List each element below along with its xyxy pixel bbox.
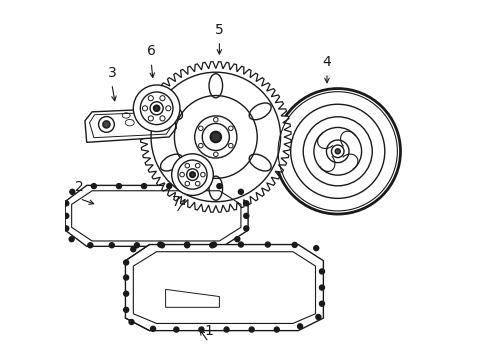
Circle shape bbox=[313, 246, 318, 251]
Text: 1: 1 bbox=[204, 324, 213, 338]
Circle shape bbox=[297, 324, 302, 329]
Circle shape bbox=[274, 89, 400, 214]
Circle shape bbox=[265, 242, 270, 247]
Circle shape bbox=[244, 213, 248, 219]
Circle shape bbox=[70, 189, 75, 194]
Circle shape bbox=[249, 327, 254, 332]
Circle shape bbox=[315, 315, 320, 319]
Circle shape bbox=[319, 269, 324, 274]
Circle shape bbox=[174, 327, 179, 332]
Circle shape bbox=[190, 172, 195, 177]
Circle shape bbox=[109, 243, 114, 248]
Circle shape bbox=[63, 226, 69, 231]
Circle shape bbox=[63, 201, 69, 206]
Text: 5: 5 bbox=[215, 23, 224, 37]
Polygon shape bbox=[140, 62, 290, 212]
Circle shape bbox=[319, 301, 324, 306]
Circle shape bbox=[244, 201, 248, 206]
Circle shape bbox=[184, 242, 189, 247]
Circle shape bbox=[234, 237, 239, 242]
Circle shape bbox=[210, 132, 221, 142]
Circle shape bbox=[63, 213, 69, 219]
Polygon shape bbox=[85, 108, 176, 142]
Circle shape bbox=[209, 243, 214, 248]
Text: 7: 7 bbox=[172, 195, 181, 209]
Circle shape bbox=[244, 226, 248, 231]
Circle shape bbox=[123, 291, 128, 296]
Circle shape bbox=[123, 307, 128, 312]
Circle shape bbox=[142, 184, 146, 189]
Circle shape bbox=[199, 327, 203, 332]
Circle shape bbox=[150, 326, 155, 331]
Circle shape bbox=[217, 184, 222, 189]
Text: 2: 2 bbox=[75, 180, 84, 194]
Circle shape bbox=[224, 327, 228, 332]
Circle shape bbox=[91, 184, 96, 189]
Circle shape bbox=[335, 149, 340, 154]
Text: 6: 6 bbox=[146, 44, 155, 58]
Circle shape bbox=[69, 237, 74, 242]
Circle shape bbox=[154, 105, 159, 111]
Circle shape bbox=[211, 242, 216, 247]
Circle shape bbox=[134, 243, 139, 248]
Circle shape bbox=[133, 85, 180, 132]
Circle shape bbox=[292, 242, 297, 247]
Polygon shape bbox=[65, 185, 247, 246]
Circle shape bbox=[123, 260, 128, 265]
Circle shape bbox=[238, 189, 243, 194]
Circle shape bbox=[102, 121, 110, 128]
Text: 3: 3 bbox=[107, 66, 116, 80]
Circle shape bbox=[184, 243, 189, 248]
Circle shape bbox=[159, 243, 164, 248]
Circle shape bbox=[88, 243, 93, 248]
Circle shape bbox=[116, 184, 121, 189]
Circle shape bbox=[191, 184, 196, 189]
Circle shape bbox=[171, 154, 213, 195]
Circle shape bbox=[319, 285, 324, 290]
Circle shape bbox=[158, 242, 163, 247]
Circle shape bbox=[129, 319, 134, 324]
Circle shape bbox=[166, 184, 171, 189]
Polygon shape bbox=[125, 244, 323, 330]
Circle shape bbox=[238, 242, 243, 247]
Circle shape bbox=[123, 275, 128, 280]
Circle shape bbox=[131, 247, 136, 252]
Text: 4: 4 bbox=[322, 55, 331, 69]
Circle shape bbox=[274, 327, 279, 332]
